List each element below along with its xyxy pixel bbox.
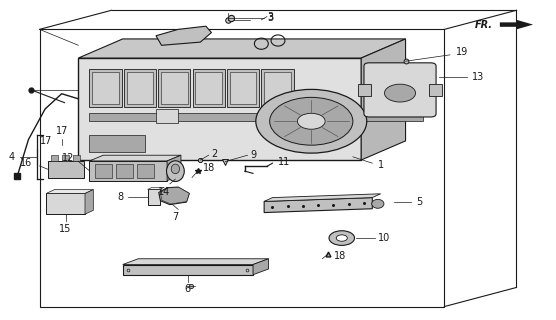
Bar — [62, 155, 69, 161]
Bar — [158, 69, 190, 107]
Bar — [156, 109, 178, 123]
Polygon shape — [46, 190, 93, 194]
Text: 15: 15 — [59, 224, 72, 234]
Ellipse shape — [372, 199, 384, 208]
Bar — [227, 69, 259, 107]
Circle shape — [329, 231, 355, 245]
Polygon shape — [156, 26, 211, 45]
Bar — [261, 69, 294, 107]
Text: FR.: FR. — [475, 20, 493, 29]
Text: 6: 6 — [185, 284, 191, 294]
Bar — [78, 58, 361, 160]
Bar — [48, 161, 84, 178]
Bar — [123, 265, 253, 275]
Text: 8: 8 — [117, 192, 123, 202]
Circle shape — [336, 235, 348, 241]
Polygon shape — [160, 187, 189, 204]
Text: 7: 7 — [172, 212, 178, 222]
Text: 10: 10 — [378, 233, 390, 243]
Bar — [161, 72, 187, 104]
Polygon shape — [361, 39, 405, 160]
Bar — [90, 161, 167, 181]
Bar — [39, 29, 444, 307]
Bar — [264, 72, 291, 104]
Text: 2: 2 — [211, 148, 218, 159]
Polygon shape — [253, 259, 269, 275]
Bar — [90, 113, 423, 121]
Text: 13: 13 — [472, 72, 484, 82]
Circle shape — [297, 113, 325, 129]
Circle shape — [256, 89, 367, 153]
Text: 3: 3 — [267, 13, 273, 23]
Bar — [195, 72, 222, 104]
Text: 19: 19 — [455, 47, 468, 57]
Bar — [127, 72, 153, 104]
Text: 1: 1 — [378, 160, 384, 170]
Text: 17: 17 — [56, 126, 68, 136]
Circle shape — [385, 84, 415, 102]
Bar — [73, 155, 80, 161]
Polygon shape — [264, 197, 373, 212]
Bar — [230, 72, 256, 104]
Polygon shape — [167, 155, 181, 181]
Polygon shape — [78, 39, 405, 58]
Bar — [359, 84, 371, 96]
Circle shape — [270, 97, 353, 145]
Ellipse shape — [167, 161, 184, 181]
Text: 5: 5 — [416, 197, 423, 207]
Polygon shape — [264, 194, 381, 201]
Bar — [192, 69, 225, 107]
Bar — [46, 194, 85, 214]
Text: 18: 18 — [334, 251, 346, 260]
Polygon shape — [90, 155, 181, 161]
Polygon shape — [123, 259, 269, 265]
Bar — [92, 72, 119, 104]
Bar — [148, 189, 160, 204]
Bar — [90, 69, 122, 107]
Text: 18: 18 — [203, 163, 215, 173]
Bar — [51, 155, 58, 161]
Text: 12: 12 — [62, 153, 74, 163]
Bar — [124, 69, 156, 107]
Text: 16: 16 — [20, 158, 32, 168]
Ellipse shape — [171, 164, 180, 174]
Bar — [137, 164, 154, 178]
Bar — [90, 134, 145, 152]
Text: 17: 17 — [39, 136, 52, 146]
Text: 3: 3 — [267, 12, 273, 22]
Polygon shape — [85, 190, 93, 214]
Polygon shape — [148, 188, 165, 189]
Polygon shape — [159, 187, 189, 204]
Bar — [429, 84, 441, 96]
Text: 9: 9 — [250, 149, 256, 160]
Bar — [116, 164, 133, 178]
Text: 14: 14 — [158, 187, 171, 197]
Text: 4: 4 — [9, 152, 15, 162]
Polygon shape — [500, 20, 533, 29]
Text: 11: 11 — [278, 156, 290, 167]
FancyBboxPatch shape — [364, 63, 436, 117]
Bar — [95, 164, 112, 178]
